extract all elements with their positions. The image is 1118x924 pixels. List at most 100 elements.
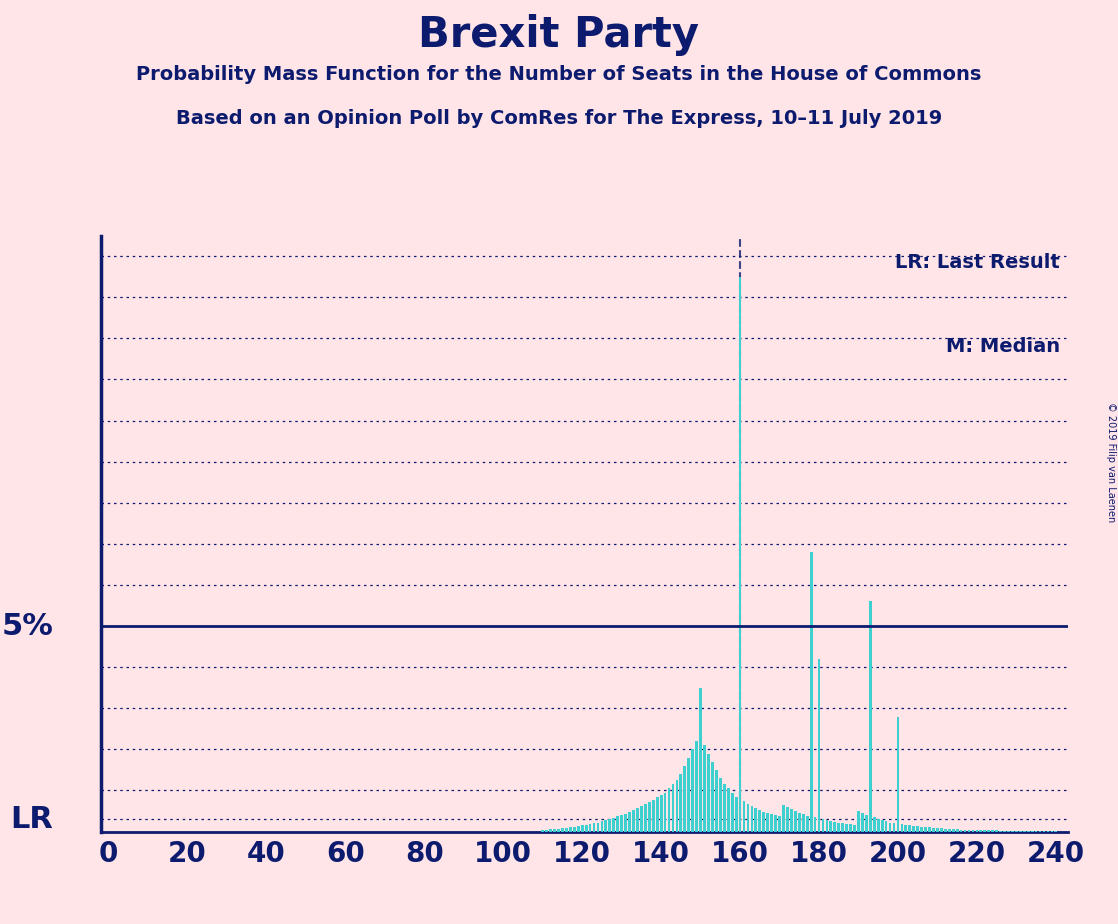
Bar <box>762 812 765 832</box>
Bar <box>817 659 821 832</box>
Text: Probability Mass Function for the Number of Seats in the House of Commons: Probability Mass Function for the Number… <box>136 65 982 84</box>
Bar <box>944 829 947 832</box>
Bar <box>680 774 682 832</box>
Bar <box>703 746 705 832</box>
Bar <box>727 788 730 832</box>
Bar <box>904 825 907 832</box>
Bar <box>822 820 824 832</box>
Bar <box>632 810 635 832</box>
Bar <box>920 827 923 832</box>
Bar <box>842 823 844 832</box>
Bar <box>790 809 793 832</box>
Bar <box>814 817 816 832</box>
Text: LR: Last Result: LR: Last Result <box>896 253 1060 273</box>
Bar <box>605 821 607 832</box>
Bar <box>881 821 883 832</box>
Bar <box>850 824 852 832</box>
Bar <box>675 780 679 832</box>
Bar <box>707 753 710 832</box>
Bar <box>845 824 849 832</box>
Bar <box>656 797 659 832</box>
Bar <box>964 830 966 832</box>
Bar <box>936 828 939 832</box>
Bar <box>884 821 888 832</box>
Bar <box>809 553 813 832</box>
Bar <box>639 806 643 832</box>
Bar <box>565 828 568 832</box>
Bar <box>589 824 591 832</box>
Bar <box>600 821 604 832</box>
Bar <box>948 829 950 832</box>
Bar <box>546 830 548 832</box>
Bar <box>979 830 983 832</box>
Text: M: Median: M: Median <box>946 337 1060 356</box>
Bar <box>873 817 875 832</box>
Bar <box>688 758 690 832</box>
Text: 5%: 5% <box>1 612 54 640</box>
Bar <box>593 823 596 832</box>
Bar <box>747 804 749 832</box>
Bar <box>569 828 571 832</box>
Bar <box>664 793 666 832</box>
Bar <box>869 602 872 832</box>
Bar <box>858 811 860 832</box>
Bar <box>783 805 785 832</box>
Bar <box>892 823 896 832</box>
Bar <box>774 815 777 832</box>
Bar <box>580 825 584 832</box>
Bar <box>992 831 994 832</box>
Bar <box>786 807 789 832</box>
Bar <box>897 716 899 832</box>
Bar <box>798 813 800 832</box>
Bar <box>585 824 588 832</box>
Bar <box>541 830 544 832</box>
Bar <box>620 815 623 832</box>
Text: © 2019 Filip van Laenen: © 2019 Filip van Laenen <box>1106 402 1116 522</box>
Bar <box>735 796 738 832</box>
Bar <box>723 784 726 832</box>
Bar <box>932 828 935 832</box>
Bar <box>925 827 927 832</box>
Bar <box>976 830 978 832</box>
Bar <box>900 824 903 832</box>
Bar <box>683 766 686 832</box>
Bar <box>695 741 698 832</box>
Bar <box>794 811 797 832</box>
Bar <box>865 815 868 832</box>
Bar <box>853 824 856 832</box>
Text: LR: LR <box>10 805 54 833</box>
Bar <box>972 830 975 832</box>
Bar <box>951 829 955 832</box>
Bar <box>758 810 761 832</box>
Bar <box>995 831 998 832</box>
Bar <box>825 821 828 832</box>
Bar <box>889 822 891 832</box>
Bar <box>742 801 746 832</box>
Bar <box>833 821 836 832</box>
Text: Based on an Opinion Poll by ComRes for The Express, 10–11 July 2019: Based on an Opinion Poll by ComRes for T… <box>176 109 942 128</box>
Bar <box>837 822 840 832</box>
Bar <box>984 831 986 832</box>
Text: Brexit Party: Brexit Party <box>418 14 700 55</box>
Bar <box>806 816 808 832</box>
Bar <box>691 749 694 832</box>
Bar <box>967 830 970 832</box>
Bar <box>699 687 702 832</box>
Bar <box>778 817 781 832</box>
Bar <box>624 813 627 832</box>
Bar <box>987 831 991 832</box>
Bar <box>770 814 773 832</box>
Bar <box>877 820 880 832</box>
Bar <box>628 812 631 832</box>
Bar <box>644 804 646 832</box>
Bar <box>667 788 671 832</box>
Bar <box>917 826 919 832</box>
Bar <box>928 828 931 832</box>
Bar <box>652 800 655 832</box>
Bar <box>577 826 579 832</box>
Bar <box>557 829 560 832</box>
Bar <box>660 795 663 832</box>
Bar <box>861 813 864 832</box>
Bar <box>719 778 722 832</box>
Bar <box>561 828 563 832</box>
